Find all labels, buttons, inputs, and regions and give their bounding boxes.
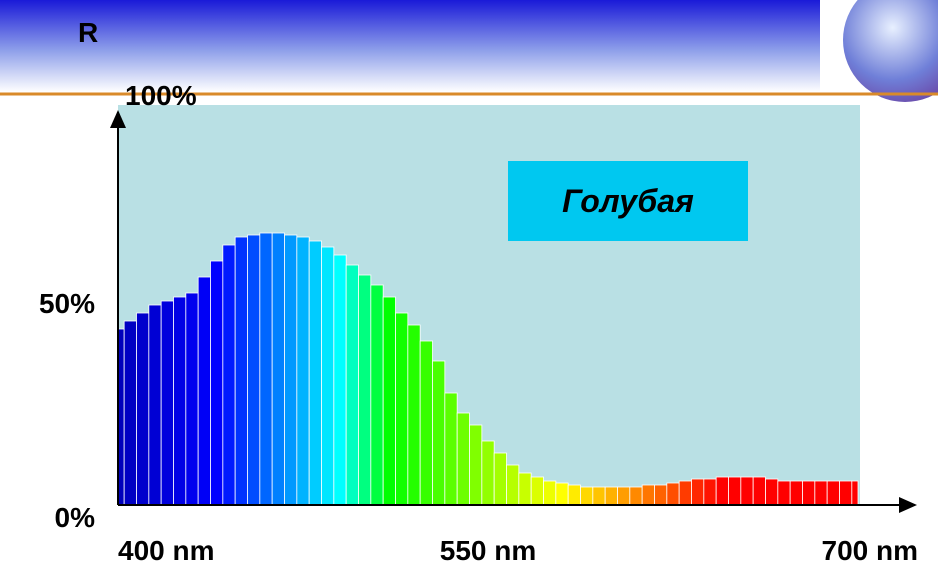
bar [470, 425, 482, 505]
bar [371, 285, 383, 505]
bar [544, 481, 556, 505]
header-band [0, 0, 820, 92]
bar [211, 261, 223, 505]
bar [346, 265, 358, 505]
bar [482, 441, 494, 505]
x-tick-label: 550 nm [440, 535, 537, 566]
x-tick-label: 700 nm [822, 535, 919, 566]
bar [235, 237, 247, 505]
bar [642, 485, 654, 505]
bar [457, 413, 469, 505]
bar [396, 313, 408, 505]
bar [605, 487, 617, 505]
bar [852, 481, 858, 505]
bar [223, 245, 235, 505]
bar [186, 293, 198, 505]
bar [433, 361, 445, 505]
bar [692, 479, 704, 505]
bar [519, 473, 531, 505]
bar [593, 487, 605, 505]
bar [815, 481, 827, 505]
slide: R Голубая 0% 50% 100% 400 nm 550 nm 700 nm [0, 0, 938, 578]
bar [840, 481, 852, 505]
bar [630, 487, 642, 505]
bar [198, 277, 210, 505]
bar [260, 233, 272, 505]
bar [766, 479, 778, 505]
bar [753, 477, 765, 505]
bar [420, 341, 432, 505]
bar [272, 233, 284, 505]
bar [124, 321, 136, 505]
bar [729, 477, 741, 505]
x-tick-label: 400 nm [118, 535, 215, 566]
bar [359, 275, 371, 505]
bar [445, 393, 457, 505]
bar [704, 479, 716, 505]
y-axis-label: R [78, 17, 98, 48]
page: R Голубая 0%50%100%400 nm550 nm700 nm ((… [0, 0, 938, 578]
annotation: Голубая [562, 183, 694, 219]
bar [248, 235, 260, 505]
bar [667, 483, 679, 505]
bar [309, 241, 321, 505]
y-tick-label: 0% [55, 502, 96, 533]
bar [297, 237, 309, 505]
bar [137, 313, 149, 505]
bar [322, 247, 334, 505]
bar [149, 305, 161, 505]
bar [716, 477, 728, 505]
bar [581, 487, 593, 505]
bar [778, 481, 790, 505]
bar [790, 481, 802, 505]
bar [618, 487, 630, 505]
bar [531, 477, 543, 505]
bar [507, 465, 519, 505]
bar [408, 325, 420, 505]
bar [334, 255, 346, 505]
bar [679, 481, 691, 505]
bar [494, 453, 506, 505]
bar [741, 477, 753, 505]
bar [161, 301, 173, 505]
globe-icon [843, 0, 938, 102]
bar [827, 481, 839, 505]
bar [655, 485, 667, 505]
bar [556, 483, 568, 505]
bar [285, 235, 297, 505]
bar [803, 481, 815, 505]
bar [568, 485, 580, 505]
bar [383, 297, 395, 505]
bar [174, 297, 186, 505]
y-tick-label: 50% [39, 288, 95, 319]
y-tick-label: 100% [125, 80, 197, 111]
